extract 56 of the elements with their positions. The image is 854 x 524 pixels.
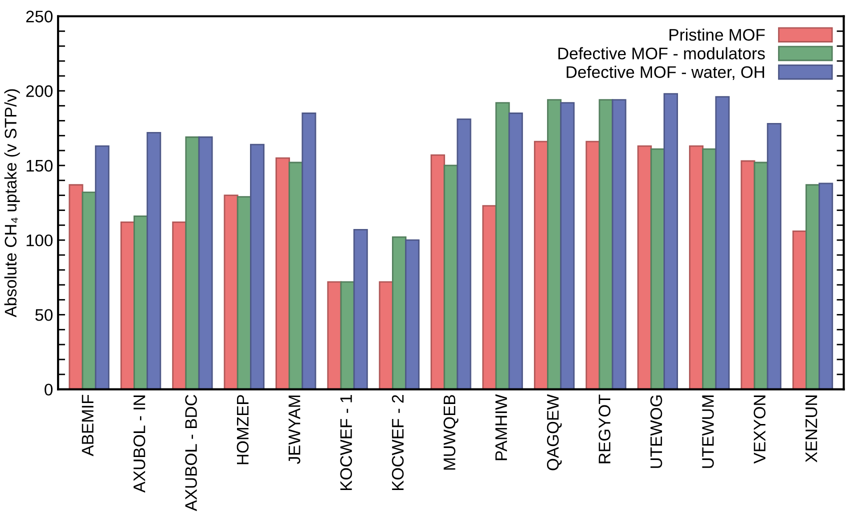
bar — [405, 239, 420, 390]
bar — [560, 102, 575, 390]
bar — [456, 118, 472, 390]
bar — [68, 184, 84, 390]
x-tick-label: AXUBOL - IN — [133, 396, 146, 493]
bar — [302, 112, 316, 390]
bar — [146, 132, 162, 390]
bar — [198, 136, 213, 390]
x-tick-label: HOMZEP — [236, 395, 249, 464]
x-tick-label: KOCWEF - 1 — [340, 395, 352, 490]
x-tick-label: JEWYAM — [288, 396, 300, 464]
y-tick-label: 50 — [35, 309, 53, 321]
x-tick-label: KOCWEF - 2 — [392, 395, 404, 490]
x-tick-label: MUWQEB — [444, 395, 458, 470]
x-tick-label: ABEMIF — [82, 394, 94, 456]
bar — [547, 99, 562, 390]
x-tick-label: AXUBOL - BDC — [185, 394, 197, 512]
bar — [598, 99, 614, 390]
y-tick-label: 150 — [26, 160, 53, 172]
y-axis-title: Absolute CH₄ uptake (v STP/v) — [4, 89, 20, 318]
bar — [82, 192, 96, 390]
bar — [250, 144, 264, 390]
bar — [637, 145, 652, 390]
legend-label: Pristine MOF — [670, 28, 765, 41]
legend-label: Defective MOF - water, OH — [566, 66, 764, 80]
y-tick-label: 200 — [26, 85, 53, 98]
bar — [766, 123, 782, 390]
bar — [276, 157, 290, 390]
x-tick-label: XENZUN — [806, 396, 818, 462]
bar — [430, 154, 446, 390]
x-tick-label: QAGQEW — [546, 394, 562, 470]
y-tick-label: 100 — [26, 234, 53, 246]
bar — [612, 99, 626, 390]
x-tick-label: VEXYON — [754, 396, 766, 464]
bar — [508, 112, 523, 390]
bar — [740, 160, 756, 390]
legend-label: Defective MOF - modulators — [558, 47, 765, 60]
bar — [495, 102, 510, 390]
bar — [664, 93, 678, 390]
y-tick-label: 0 — [44, 384, 53, 396]
bar — [805, 184, 820, 390]
bar — [224, 194, 238, 390]
bar — [818, 182, 834, 390]
y-tick-label: 250 — [26, 10, 53, 22]
x-tick-label: UTEWOG — [650, 395, 662, 468]
x-tick-label: PAMHIW — [495, 394, 507, 460]
bar — [392, 236, 406, 390]
bar — [353, 228, 368, 390]
bar — [327, 281, 342, 390]
bar — [715, 96, 730, 390]
x-tick-label: UTEWUM — [702, 396, 714, 468]
x-tick-label: REGYOT — [598, 394, 610, 464]
bar — [185, 136, 200, 390]
bar — [689, 145, 704, 390]
bar — [94, 145, 110, 390]
bar — [444, 164, 458, 390]
